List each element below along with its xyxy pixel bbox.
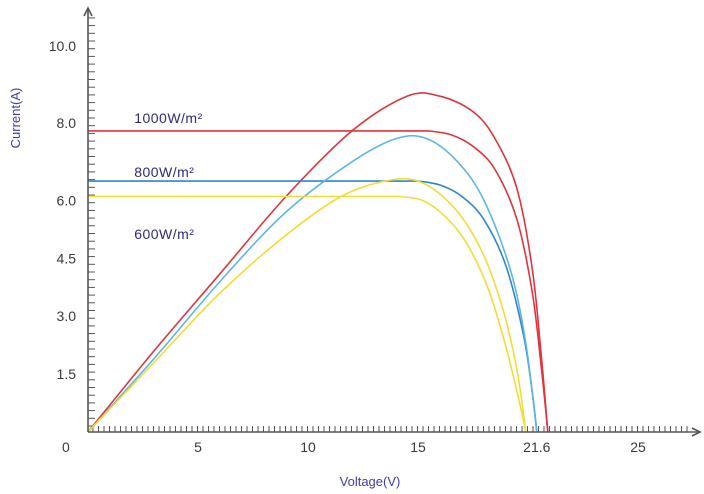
- x-tick-label: 15: [410, 439, 426, 455]
- tick-labels: 5 10 15 21.6 25 1.5 3.0 4.5 6.0 8.0 10.0: [49, 38, 646, 455]
- y-tick-label: 10.0: [49, 38, 76, 54]
- x-tick-label: 25: [630, 439, 646, 455]
- annotation-layer: 1000W/m² 800W/m² 600W/m²: [134, 110, 203, 242]
- x-axis-arrow: [691, 427, 702, 437]
- x-tick-label: 5: [194, 439, 202, 455]
- x-tick-label: 21.6: [523, 439, 550, 455]
- irradiance-label: 800W/m²: [134, 164, 194, 180]
- irradiance-label: 600W/m²: [134, 226, 194, 242]
- y-tick-label: 6.0: [57, 192, 77, 208]
- y-axis-arrow: [83, 6, 93, 17]
- x-tick-label: 10: [300, 439, 316, 455]
- y-tick-label: 1.5: [57, 366, 77, 382]
- series-layer: [87, 92, 549, 433]
- origin-label: 0: [62, 439, 70, 455]
- series-power-line: [87, 92, 549, 433]
- y-tick-label: 4.5: [57, 250, 77, 266]
- y-tick-label: 3.0: [57, 308, 77, 324]
- irradiance-label: 1000W/m²: [134, 110, 203, 126]
- y-axis-title: Current(A): [8, 88, 23, 149]
- series-current-line: [88, 180, 538, 433]
- y-tick-label: 8.0: [57, 115, 77, 131]
- axis-minor-ticks: [88, 17, 688, 432]
- series-power-line: [87, 134, 538, 433]
- series-current-line: [88, 195, 527, 433]
- axes: [83, 6, 702, 437]
- x-axis-title: Voltage(V): [340, 474, 401, 489]
- series-power-line: [87, 177, 527, 433]
